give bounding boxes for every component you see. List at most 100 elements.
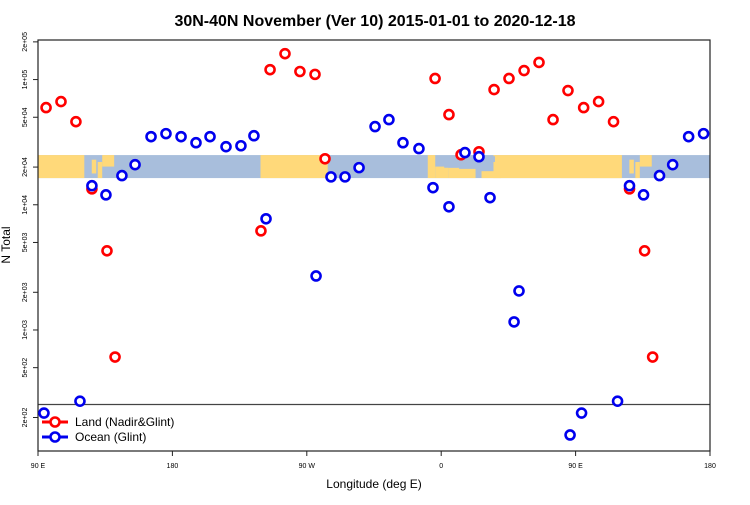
land-point [40,101,52,114]
map-land [97,161,103,179]
x-tick-label: 90 W [299,463,316,470]
ocean-point [443,200,455,213]
y-tick-label: 5e+03 [22,233,29,253]
land-point [577,101,590,114]
ocean-point [260,212,272,225]
map-land [560,155,576,179]
map-land [260,155,328,179]
x-tick-label: 90 E [31,463,46,470]
map-land [629,159,634,174]
ocean-point [666,158,679,171]
ocean-point [427,181,439,194]
land-point [443,108,455,121]
plot-frame [37,39,711,452]
land-point [518,64,530,77]
land-point [638,244,651,257]
legend-ocean-label: Ocean (Glint) [75,430,146,444]
ocean-point [325,171,337,183]
ocean-point [611,395,624,407]
legend-item-land: Land (Nadir&Glint) [42,415,174,429]
map-strip [38,155,710,179]
y-tick-label: 1e+03 [22,320,29,340]
land-point [562,84,574,97]
y-tick-label: 1e+04 [22,195,29,215]
ocean-point [383,113,395,126]
land-point [429,72,441,85]
land-point [264,63,276,76]
ocean-point [116,169,128,182]
ocean-point [145,130,157,143]
y-tick-label: 2e+04 [22,157,29,177]
land-point [309,68,321,81]
map-land [102,155,115,167]
ocean-point [637,189,650,201]
land-point [109,351,121,363]
x-tick-label: 90 E [568,463,583,470]
ocean-point [369,120,381,133]
data-points [38,47,710,441]
y-tick-label: 2e+05 [22,32,29,52]
land-point [255,225,267,237]
land-point [533,56,545,69]
ocean-point [397,136,409,149]
land-point [319,152,331,165]
y-tick-label: 5e+04 [22,107,29,127]
ocean-point [682,130,695,143]
land-point [279,47,291,60]
land-point [503,72,515,85]
ocean-point [129,158,141,171]
ocean-point [235,139,247,152]
map-sea [444,156,460,168]
legend-ocean-marker [49,431,61,443]
y-tick-label: 2e+03 [22,282,29,302]
legend-item-ocean: Ocean (Glint) [42,430,146,444]
ocean-point [175,130,187,143]
ocean-point [248,129,260,142]
map-land [575,155,622,179]
land-point [592,95,605,108]
y-axis-label: N Total [0,226,13,263]
ocean-point [190,136,202,149]
ocean-point [459,146,471,159]
legend-land-label: Land (Nadir&Glint) [75,415,174,429]
x-tick-label: 180 [704,463,716,470]
land-point [488,83,500,96]
land-point [294,65,306,78]
map-land [639,155,652,167]
map-land [91,159,97,174]
map-sea [459,157,489,169]
ocean-point [310,270,322,282]
x-axis-label: Longitude (deg E) [326,477,421,491]
ocean-point [653,169,666,182]
chart-title: 30N-40N November (Ver 10) 2015-01-01 to … [174,13,575,30]
legend: Land (Nadir&Glint) Ocean (Glint) [42,415,174,444]
ocean-point [473,150,485,163]
ocean-point [697,127,710,140]
land-point [55,95,67,108]
ocean-point [353,161,365,174]
y-axis: 2e+02 5e+02 1e+03 2e+03 5e+03 1e+04 2e+04 5e+04… [22,32,38,427]
x-axis: 90 E 180 90 W 0 90 E 180 [31,451,716,470]
ocean-point [508,316,520,328]
ocean-point [74,395,86,407]
x-tick-label: 180 [167,463,179,470]
land-point [646,351,659,363]
ocean-point [220,140,232,153]
ocean-point [38,407,50,419]
map-land [448,167,476,179]
y-tick-label: 2e+02 [22,408,29,428]
y-tick-label: 5e+02 [22,358,29,378]
map-land [38,155,85,179]
ocean-point [339,171,351,183]
land-point [101,244,113,257]
ocean-point [160,127,172,140]
legend-land-marker [49,416,61,428]
ocean-point [623,179,636,192]
map-sea [488,156,495,162]
x-tick-label: 0 [439,463,443,470]
land-point [607,115,620,128]
map-land [427,155,436,179]
ocean-point [484,191,496,204]
y-tick-label: 1e+05 [22,70,29,90]
